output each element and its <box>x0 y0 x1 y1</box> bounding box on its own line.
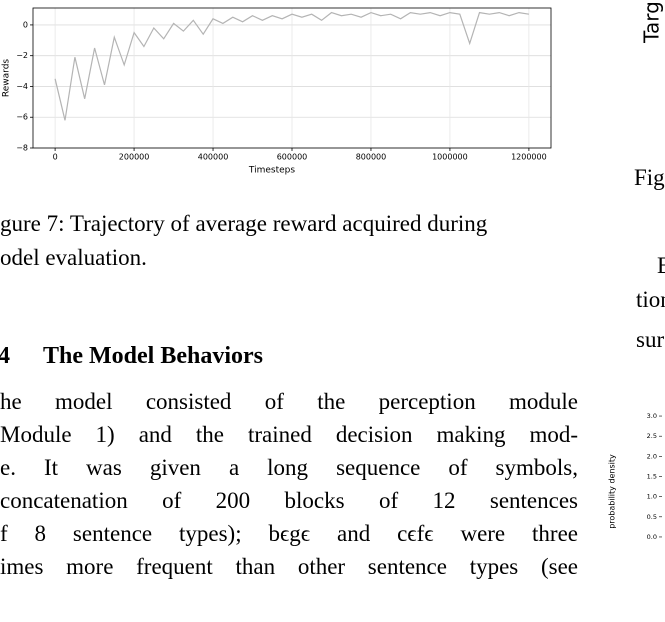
paragraph-line: Module 1) and the trained decision makin… <box>0 422 578 447</box>
y-tick-label: 2.5 <box>647 432 657 440</box>
y-tick-label: 0.0 <box>647 533 657 541</box>
y-tick-label: 1.5 <box>647 473 657 481</box>
x-tick-label: 1200000 <box>511 153 547 162</box>
caption-line: odel evaluation. <box>0 245 147 270</box>
reward-line <box>54 11 529 121</box>
x-tick-label: 400000 <box>198 153 229 162</box>
y-tick-label: −2 <box>16 51 28 60</box>
x-tick-label: 600000 <box>277 153 308 162</box>
section-number: 4 <box>0 343 10 369</box>
y-tick-label: 2.0 <box>647 452 657 460</box>
y-tick-label: 3.0 <box>647 412 657 420</box>
x-tick-label: 1000000 <box>432 153 468 162</box>
x-tick-label: 800000 <box>356 153 387 162</box>
text-fragment: sur <box>636 327 665 352</box>
paragraph-line: imes more frequent than other sentence t… <box>0 554 578 579</box>
y-axis-label: Rewards <box>2 59 12 98</box>
text-fragment: E <box>657 253 665 278</box>
y-tick-label: −4 <box>16 82 28 91</box>
text-fragment: Fig <box>634 165 665 190</box>
x-tick-label: 0 <box>53 153 58 162</box>
y-axis-label: probability density <box>608 454 617 529</box>
y-tick-label: −8 <box>16 144 28 153</box>
y-tick-label: 1.0 <box>647 493 657 501</box>
paragraph-line: concatenation of 200 blocks of 12 senten… <box>0 488 578 513</box>
x-axis-label: Timesteps <box>248 166 295 176</box>
section-title: The Model Behaviors <box>43 343 263 369</box>
plot-frame <box>32 7 552 149</box>
y-tick-label: −6 <box>16 113 28 122</box>
paragraph-line: f 8 sentence types); bϵgϵ and cϵfϵ were … <box>0 521 578 546</box>
y-tick-label: 0.5 <box>647 513 657 521</box>
paragraph-line: he model consisted of the perception mod… <box>0 389 578 414</box>
x-tick-label: 200000 <box>119 153 150 162</box>
text-fragment: tion <box>636 287 665 312</box>
text-fragment: Targ <box>640 1 664 44</box>
caption-line: gure 7: Trajectory of average reward acq… <box>0 211 488 236</box>
y-tick-label: 0 <box>23 20 28 29</box>
paragraph-line: e. It was given a long sequence of symbo… <box>0 455 578 480</box>
